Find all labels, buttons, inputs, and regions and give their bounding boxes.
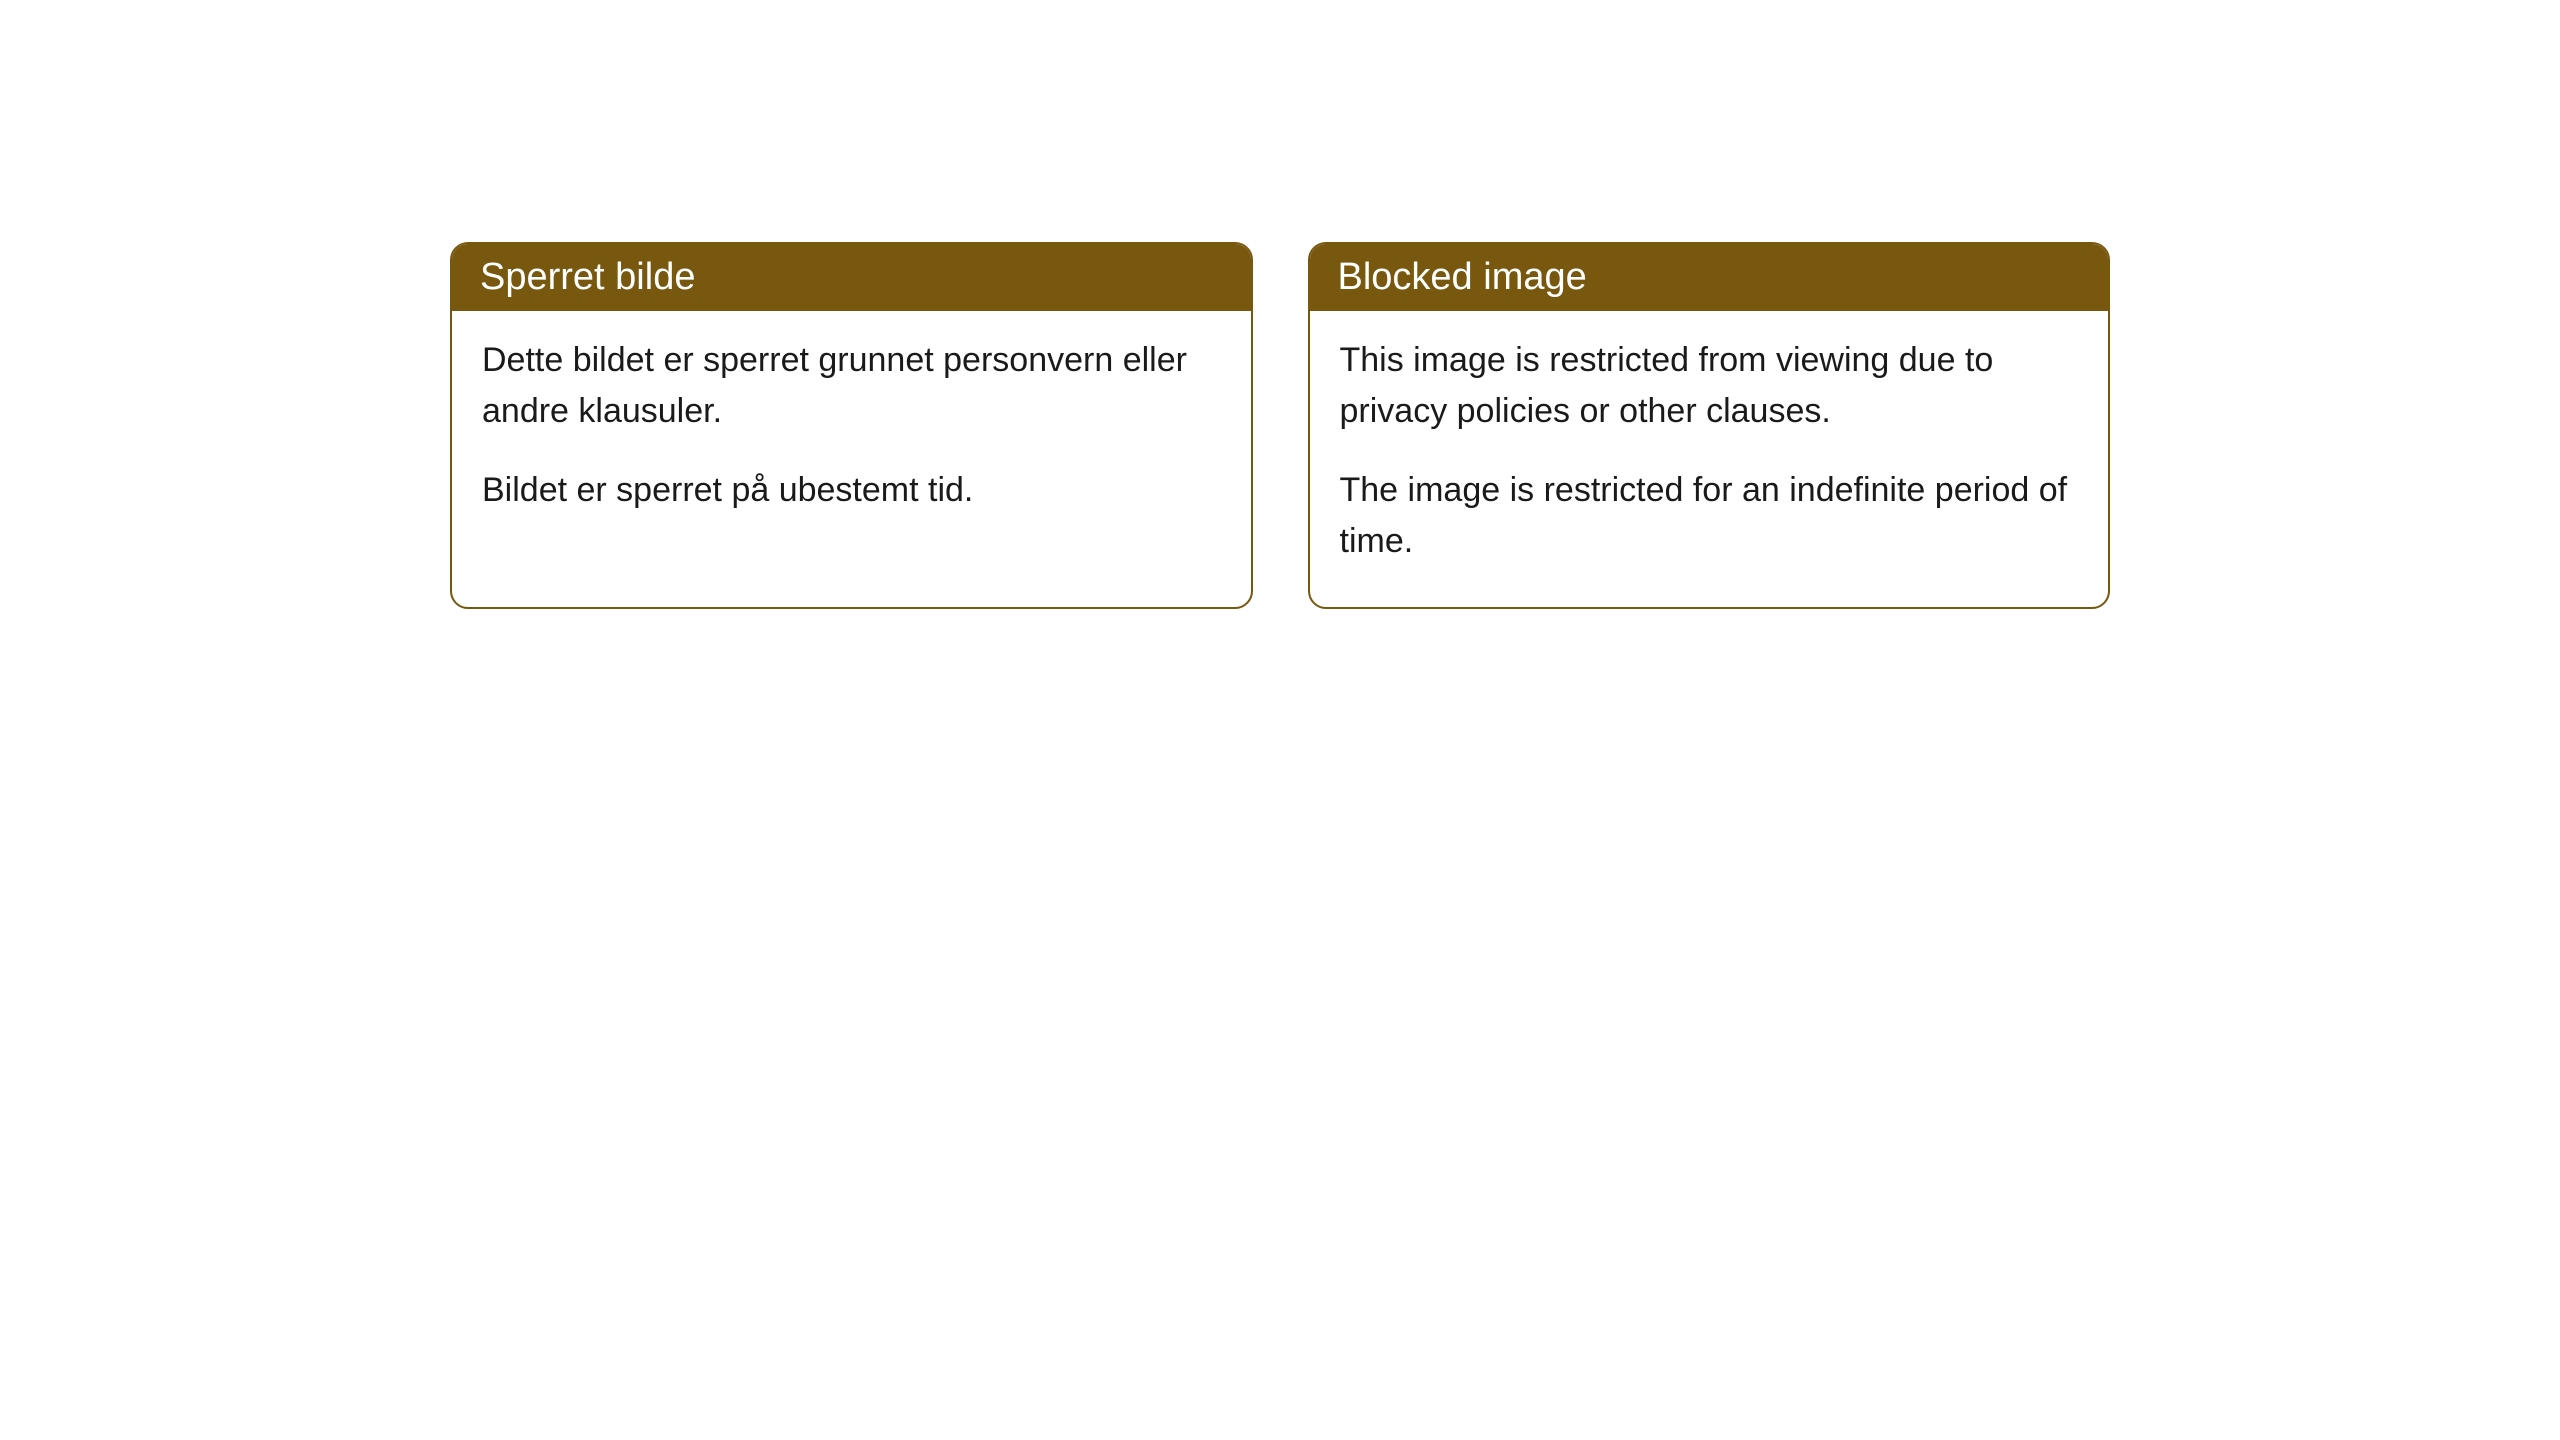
card-para2-english: The image is restricted for an indefinit… <box>1340 465 2079 567</box>
blocked-image-card-english: Blocked image This image is restricted f… <box>1308 242 2111 609</box>
card-para1-english: This image is restricted from viewing du… <box>1340 335 2079 437</box>
card-para2-norwegian: Bildet er sperret på ubestemt tid. <box>482 465 1221 516</box>
card-header-english: Blocked image <box>1310 244 2109 311</box>
card-title-norwegian: Sperret bilde <box>480 256 695 298</box>
card-body-english: This image is restricted from viewing du… <box>1310 311 2109 607</box>
blocked-image-card-norwegian: Sperret bilde Dette bildet er sperret gr… <box>450 242 1253 609</box>
card-para1-norwegian: Dette bildet er sperret grunnet personve… <box>482 335 1221 437</box>
card-title-english: Blocked image <box>1338 256 1587 298</box>
card-header-norwegian: Sperret bilde <box>452 244 1251 311</box>
card-body-norwegian: Dette bildet er sperret grunnet personve… <box>452 311 1251 556</box>
notice-cards-container: Sperret bilde Dette bildet er sperret gr… <box>0 0 2560 851</box>
